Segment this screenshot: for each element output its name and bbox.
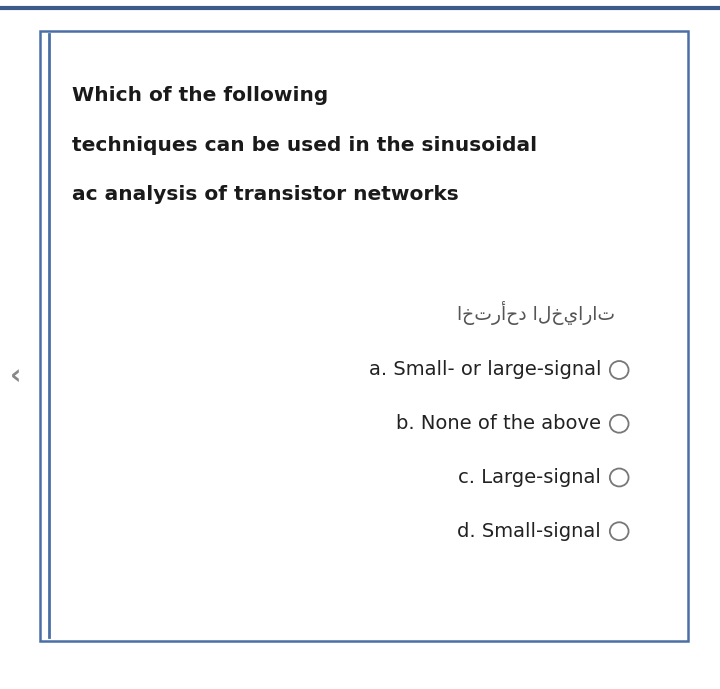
Text: b. None of the above: b. None of the above (396, 414, 601, 433)
Text: ‹: ‹ (10, 362, 22, 389)
Text: اخترأحد الخيارات: اخترأحد الخيارات (457, 302, 616, 325)
FancyBboxPatch shape (40, 31, 688, 641)
Text: techniques can be used in the sinusoidal: techniques can be used in the sinusoidal (72, 136, 537, 155)
Text: d. Small-signal: d. Small-signal (457, 522, 601, 541)
Text: Which of the following: Which of the following (72, 86, 328, 105)
Text: a. Small- or large-signal: a. Small- or large-signal (369, 360, 601, 380)
Text: ac analysis of transistor networks: ac analysis of transistor networks (72, 185, 459, 205)
Text: c. Large-signal: c. Large-signal (459, 468, 601, 487)
